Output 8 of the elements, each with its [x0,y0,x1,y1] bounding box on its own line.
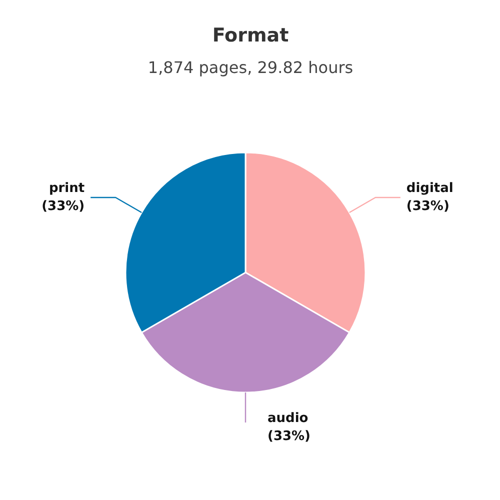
data-label: (33%) [406,199,450,214]
chart-subtitle: 1,874 pages, 29.82 hours [148,58,354,77]
slice-label: print [48,181,85,196]
slice-label: audio [268,411,308,426]
data-label: (33%) [42,199,85,214]
data-label: (33%) [268,429,310,444]
slice-label: digital [406,181,454,196]
chart-title: Format [212,24,289,46]
